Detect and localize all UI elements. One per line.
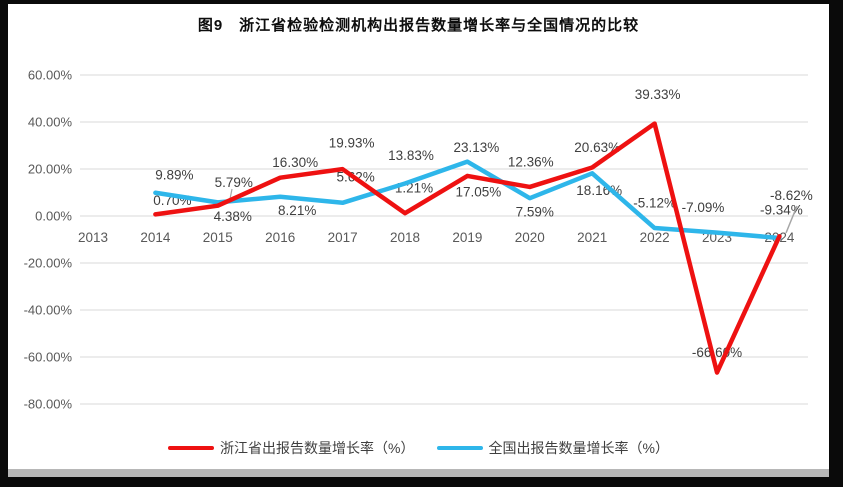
- data-label-zhejiang-2015: 4.38%: [214, 209, 252, 224]
- data-label-national-2018: 13.83%: [388, 148, 434, 163]
- data-label-national-2020: 7.59%: [516, 205, 554, 220]
- label-leader-line-2024: [785, 205, 798, 234]
- label-leader-line-2015: [229, 188, 233, 200]
- y-axis-tick-label: 40.00%: [28, 115, 73, 130]
- data-label-zhejiang-2021: 20.63%: [574, 140, 620, 155]
- screen-border-right: [829, 0, 843, 487]
- data-label-zhejiang-2024: -8.62%: [770, 188, 813, 203]
- x-axis-year-label: 2016: [265, 230, 295, 245]
- national-series-swatch: [436, 446, 483, 450]
- data-label-national-2014: 9.89%: [155, 167, 193, 182]
- data-label-zhejiang-2020: 12.36%: [508, 154, 554, 169]
- x-axis-year-label: 2021: [577, 230, 607, 245]
- x-axis-year-label: 2018: [390, 230, 420, 245]
- y-axis-tick-label: 0.00%: [35, 209, 72, 224]
- data-label-zhejiang-2017: 19.93%: [329, 136, 375, 151]
- taskbar-strip: [8, 469, 829, 477]
- legend-item-national: 全国出报告数量增长率（%）: [436, 438, 669, 458]
- data-label-national-2016: 8.21%: [278, 203, 316, 218]
- data-label-zhejiang-2023: -66.60%: [692, 345, 742, 360]
- y-axis-tick-label: -20.00%: [24, 256, 73, 271]
- screen-border-bottom: [0, 477, 843, 487]
- series-line-national: [153, 159, 782, 241]
- x-axis-year-label: 2014: [140, 230, 171, 245]
- zhejiang-series-swatch: [168, 446, 215, 450]
- y-axis-tick-label: -80.00%: [24, 397, 73, 412]
- x-axis-year-label: 2020: [515, 230, 545, 245]
- y-axis-tick-label: -40.00%: [24, 303, 73, 318]
- y-axis-tick-label: 60.00%: [28, 68, 73, 83]
- data-label-national-2019: 23.13%: [454, 140, 500, 155]
- x-axis-year-label: 2019: [452, 230, 482, 245]
- x-axis-year-label: 2017: [328, 230, 358, 245]
- screen-border-left: [0, 0, 8, 487]
- series-line-zhejiang: [153, 121, 782, 375]
- data-label-zhejiang-2016: 16.30%: [272, 155, 318, 170]
- data-label-national-2015: 5.79%: [215, 175, 253, 190]
- x-axis-year-label: 2013: [78, 230, 108, 245]
- x-axis-year-label: 2015: [203, 230, 233, 245]
- data-label-national-2023: -7.09%: [682, 200, 725, 215]
- y-axis-tick-label: -60.00%: [24, 350, 73, 365]
- chart-title: 图9 浙江省检验检测机构出报告数量增长率与全国情况的比较: [197, 17, 640, 34]
- legend-label-national: 全国出报告数量增长率（%）: [488, 440, 669, 456]
- data-label-national-2024: -9.34%: [760, 202, 803, 217]
- chart-legend: 浙江省出报告数量增长率（%） 全国出报告数量增长率（%）: [8, 438, 829, 458]
- data-label-zhejiang-2019: 17.05%: [456, 184, 502, 199]
- data-label-zhejiang-2022: 39.33%: [635, 87, 681, 102]
- legend-label-zhejiang: 浙江省出报告数量增长率（%）: [220, 440, 415, 456]
- x-axis-year-label: 2022: [640, 230, 670, 245]
- screen-border-top: [0, 0, 843, 4]
- data-label-national-2022: -5.12%: [633, 196, 676, 211]
- legend-item-zhejiang: 浙江省出报告数量增长率（%）: [168, 438, 415, 458]
- y-axis-tick-label: 20.00%: [28, 162, 73, 177]
